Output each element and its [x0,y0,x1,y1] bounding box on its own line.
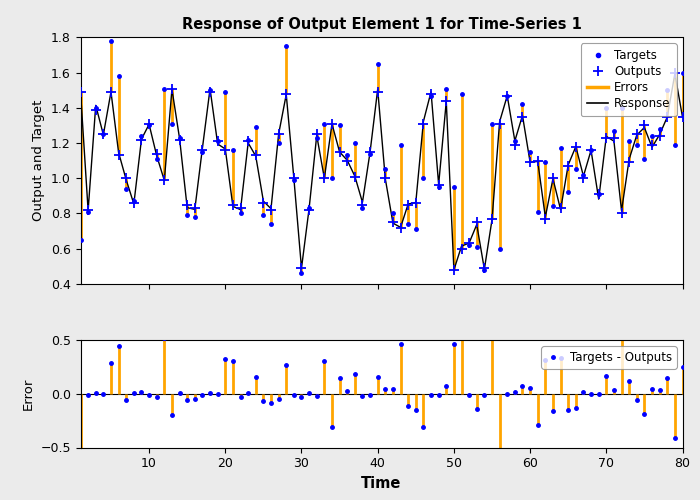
Legend: Targets - Outputs: Targets - Outputs [541,346,677,368]
X-axis label: Time: Time [361,476,402,491]
Y-axis label: Error: Error [22,378,35,410]
Legend: Targets, Outputs, Errors, Response: Targets, Outputs, Errors, Response [581,44,677,116]
Y-axis label: Output and Target: Output and Target [32,100,46,222]
Title: Response of Output Element 1 for Time-Series 1: Response of Output Element 1 for Time-Se… [181,17,582,32]
